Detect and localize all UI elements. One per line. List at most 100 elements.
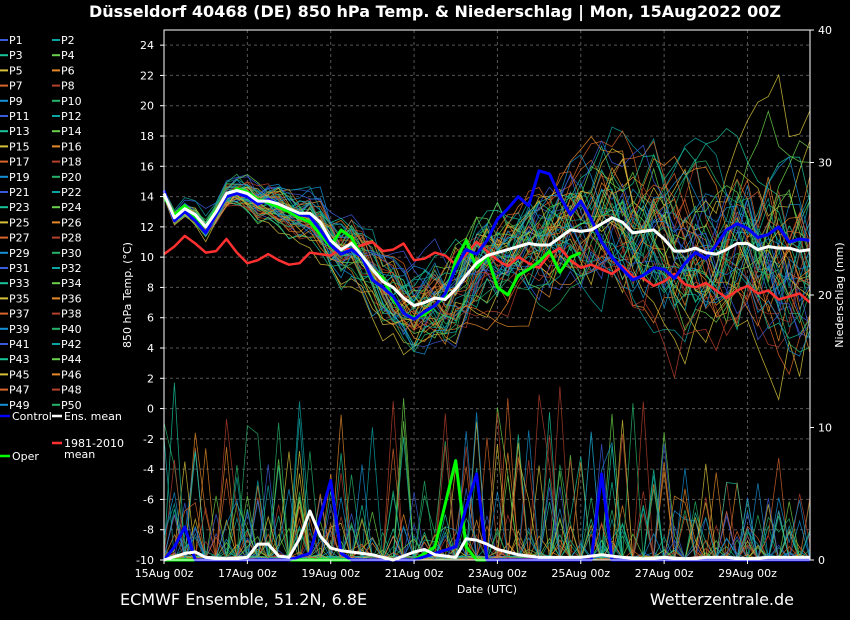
y2-axis-ticks: 40 30 20 10 0: [810, 24, 832, 567]
legend-label-P7: P7: [9, 80, 23, 93]
y-tick-label: 10: [140, 251, 154, 264]
x-tick-label: 15Aug 00z: [135, 567, 194, 580]
member-line-P28: [163, 162, 811, 317]
legend-label-P49: P49: [9, 399, 30, 412]
series-mean-precip: [163, 509, 810, 562]
ensemble-members: [163, 73, 811, 401]
x-tick-label: 19Aug 00z: [301, 567, 360, 580]
x-tick-label: 27Aug 00z: [635, 567, 694, 580]
y-axis-label: 850 hPa Temp. (°C): [121, 242, 134, 348]
legend-label-P27: P27: [9, 232, 30, 245]
legend-label-P4: P4: [61, 49, 75, 62]
x-tick-label: 17Aug 00z: [218, 567, 277, 580]
legend-label-P36: P36: [61, 292, 82, 305]
legend-label-P34: P34: [61, 277, 82, 290]
legend-label-P28: P28: [61, 232, 82, 245]
legend-label-P19: P19: [9, 171, 30, 184]
y2-tick-label: 0: [818, 554, 825, 567]
legend-label-P20: P20: [61, 171, 82, 184]
x-axis-label: Date (UTC): [457, 583, 517, 596]
member-line-P50: [163, 160, 811, 353]
legend-label-control: Control: [12, 410, 52, 423]
legend-label-P3: P3: [9, 49, 23, 62]
legend-label-P26: P26: [61, 216, 82, 229]
legend-label-P15: P15: [9, 140, 30, 153]
legend-label-P25: P25: [9, 216, 30, 229]
legend-label-P16: P16: [61, 140, 82, 153]
legend-label-mean: Ens. mean: [64, 410, 122, 423]
chart-title: Düsseldorf 40468 (DE) 850 hPa Temp. & Ni…: [89, 2, 781, 22]
legend-label-P40: P40: [61, 323, 82, 336]
series-ens-mean: [162, 189, 811, 308]
legend-label-climate: 1981-2010: [64, 437, 124, 450]
legend-label-P41: P41: [9, 338, 30, 351]
legend-label-P43: P43: [9, 353, 30, 366]
legend-label-P6: P6: [61, 64, 75, 77]
legend-label-P2: P2: [61, 34, 75, 47]
x-axis-ticks: 15Aug 00z 17Aug 00z 19Aug 00z 21Aug 00z 23Au…: [135, 560, 777, 580]
legend-label-P11: P11: [9, 110, 30, 123]
legend-label-P8: P8: [61, 80, 75, 93]
y-tick-label: 14: [140, 191, 154, 204]
y-tick-label: 2: [147, 372, 154, 385]
legend-label-P32: P32: [61, 262, 82, 275]
legend: P1 P2 P3 P4 P5 P6 P7 P8 P9 P10 P11 P12 P13 P14 P15 P16 P…: [0, 34, 124, 463]
member-line-P43: [163, 184, 811, 348]
legend-label-P18: P18: [61, 156, 82, 169]
legend-label-P29: P29: [9, 247, 30, 260]
member-line-P26: [163, 136, 811, 318]
legend-label-P50: P50: [61, 399, 82, 412]
member-line-P46: [163, 155, 811, 346]
legend-label-P23: P23: [9, 201, 30, 214]
y-tick-label: -8: [143, 524, 154, 537]
x-tick-label: 23Aug 00z: [468, 567, 527, 580]
y-tick-label: 0: [147, 403, 154, 416]
footer-site: Wetterzentrale.de: [650, 590, 794, 609]
y2-axis-label: Niederschlag (mm): [833, 242, 846, 347]
y-tick-label: 4: [147, 342, 154, 355]
member-line-P23: [163, 127, 811, 308]
y-tick-label: 8: [147, 281, 154, 294]
legend-label-P30: P30: [61, 247, 82, 260]
legend-label-climate-2: mean: [64, 448, 95, 461]
legend-label-P44: P44: [61, 353, 82, 366]
legend-label-P1: P1: [9, 34, 23, 47]
series-1981-2010-mean: [163, 234, 811, 304]
y2-tick-label: 20: [818, 289, 832, 302]
legend-label-P42: P42: [61, 338, 82, 351]
legend-label-P5: P5: [9, 64, 23, 77]
footer-source: ECMWF Ensemble, 51.2N, 6.8E: [120, 590, 367, 609]
member-line-P14: [163, 176, 811, 332]
member-line-P36: [163, 189, 811, 327]
legend-label-P35: P35: [9, 292, 30, 305]
y-tick-label: -2: [143, 433, 154, 446]
y-tick-label: 22: [140, 69, 154, 82]
y-tick-label: 12: [140, 221, 154, 234]
legend-label-P14: P14: [61, 125, 82, 138]
y-tick-label: 24: [140, 39, 154, 52]
legend-label-P22: P22: [61, 186, 82, 199]
legend-label-P45: P45: [9, 368, 30, 381]
legend-label-P47: P47: [9, 384, 30, 397]
legend-label-P9: P9: [9, 95, 23, 108]
y2-tick-label: 10: [818, 422, 832, 435]
legend-label-P21: P21: [9, 186, 30, 199]
legend-label-P33: P33: [9, 277, 30, 290]
legend-label-P24: P24: [61, 201, 82, 214]
legend-label-oper: Oper: [12, 450, 39, 463]
legend-label-P10: P10: [61, 95, 82, 108]
legend-label-P13: P13: [9, 125, 30, 138]
y-tick-label: 20: [140, 100, 154, 113]
member-line-P48: [163, 181, 811, 380]
y-tick-label: 18: [140, 130, 154, 143]
member-line-P38: [163, 189, 811, 352]
legend-label-P39: P39: [9, 323, 30, 336]
y-tick-label: 16: [140, 160, 154, 173]
legend-label-P12: P12: [61, 110, 82, 123]
y-tick-label: 6: [147, 312, 154, 325]
y2-tick-label: 40: [818, 24, 832, 37]
legend-label-P17: P17: [9, 156, 30, 169]
y-tick-label: -10: [136, 554, 154, 567]
